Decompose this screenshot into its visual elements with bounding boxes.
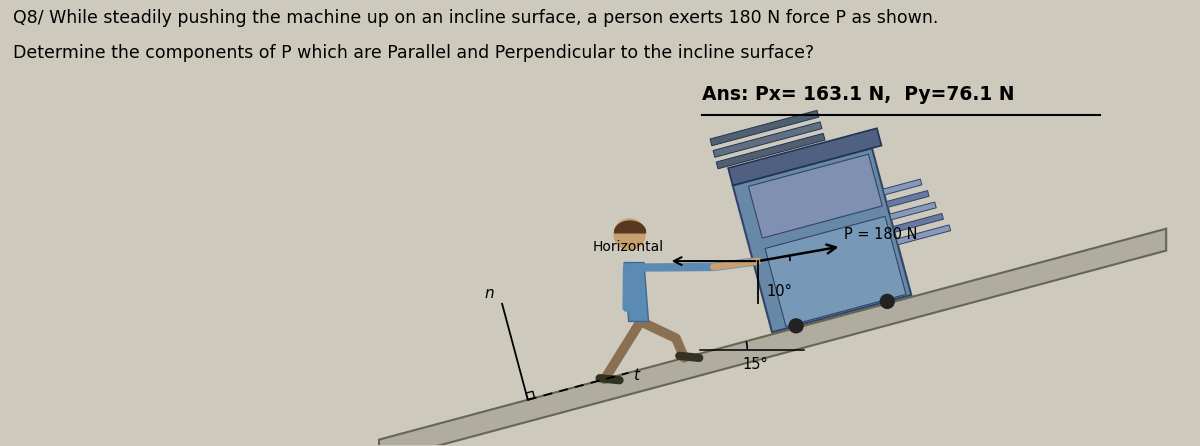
Polygon shape — [883, 179, 922, 195]
Polygon shape — [749, 154, 882, 238]
Text: 15°: 15° — [743, 356, 768, 372]
Text: t: t — [632, 368, 638, 383]
Polygon shape — [889, 202, 936, 220]
Text: Determine the components of P which are Parallel and Perpendicular to the inclin: Determine the components of P which are … — [13, 44, 815, 62]
Text: Ans: Px= 163.1 N,  Py=76.1 N: Ans: Px= 163.1 N, Py=76.1 N — [702, 85, 1014, 104]
Text: n: n — [485, 286, 494, 301]
Polygon shape — [893, 214, 943, 232]
Polygon shape — [624, 263, 648, 322]
Polygon shape — [716, 133, 826, 169]
Polygon shape — [887, 190, 929, 207]
Text: Q8/ While steadily pushing the machine up on an incline surface, a person exerts: Q8/ While steadily pushing the machine u… — [13, 9, 938, 27]
Text: 10°: 10° — [766, 284, 792, 299]
Polygon shape — [710, 110, 818, 146]
Polygon shape — [733, 148, 911, 332]
Polygon shape — [728, 128, 882, 186]
Circle shape — [614, 219, 644, 250]
Text: P = 180 N: P = 180 N — [845, 227, 918, 243]
Polygon shape — [896, 225, 950, 245]
Circle shape — [881, 294, 894, 308]
Text: Horizontal: Horizontal — [593, 240, 664, 254]
Polygon shape — [379, 229, 1166, 446]
Circle shape — [790, 319, 803, 333]
Polygon shape — [713, 122, 822, 157]
Polygon shape — [766, 216, 906, 326]
